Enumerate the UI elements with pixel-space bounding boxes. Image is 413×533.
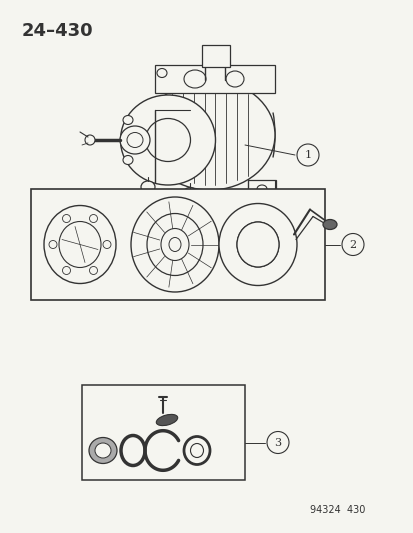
Ellipse shape xyxy=(120,95,215,185)
Ellipse shape xyxy=(59,222,101,268)
Text: 3: 3 xyxy=(274,438,281,448)
Ellipse shape xyxy=(169,238,180,252)
Ellipse shape xyxy=(89,438,117,464)
Ellipse shape xyxy=(95,443,111,458)
Ellipse shape xyxy=(236,222,278,267)
Bar xyxy=(202,45,230,67)
Ellipse shape xyxy=(161,229,189,261)
Ellipse shape xyxy=(157,69,166,77)
Ellipse shape xyxy=(85,135,95,145)
Bar xyxy=(247,180,275,198)
Ellipse shape xyxy=(256,185,266,193)
Text: 2: 2 xyxy=(349,239,356,249)
Ellipse shape xyxy=(183,188,196,198)
Ellipse shape xyxy=(49,240,57,248)
Ellipse shape xyxy=(123,156,133,165)
Circle shape xyxy=(341,233,363,255)
Text: 1: 1 xyxy=(304,150,311,160)
Ellipse shape xyxy=(145,118,190,161)
Ellipse shape xyxy=(123,116,133,125)
Text: 24–430: 24–430 xyxy=(22,22,93,40)
Ellipse shape xyxy=(322,220,336,230)
Ellipse shape xyxy=(44,206,116,284)
Bar xyxy=(82,385,244,480)
Ellipse shape xyxy=(89,266,97,274)
Ellipse shape xyxy=(103,240,111,248)
Ellipse shape xyxy=(145,80,274,190)
Ellipse shape xyxy=(183,70,206,88)
Ellipse shape xyxy=(141,181,154,193)
Ellipse shape xyxy=(147,214,202,276)
Ellipse shape xyxy=(190,443,203,457)
Ellipse shape xyxy=(156,414,177,426)
Ellipse shape xyxy=(127,133,142,148)
Ellipse shape xyxy=(236,222,278,267)
Ellipse shape xyxy=(62,214,70,222)
Bar xyxy=(154,65,274,93)
Bar xyxy=(31,189,324,300)
Ellipse shape xyxy=(62,266,70,274)
Ellipse shape xyxy=(225,71,243,87)
Ellipse shape xyxy=(131,197,218,292)
Ellipse shape xyxy=(218,204,296,286)
Ellipse shape xyxy=(89,214,97,222)
Text: 94324  430: 94324 430 xyxy=(309,505,365,515)
Circle shape xyxy=(266,432,288,454)
Ellipse shape xyxy=(120,126,150,154)
Circle shape xyxy=(296,144,318,166)
Ellipse shape xyxy=(218,204,296,286)
